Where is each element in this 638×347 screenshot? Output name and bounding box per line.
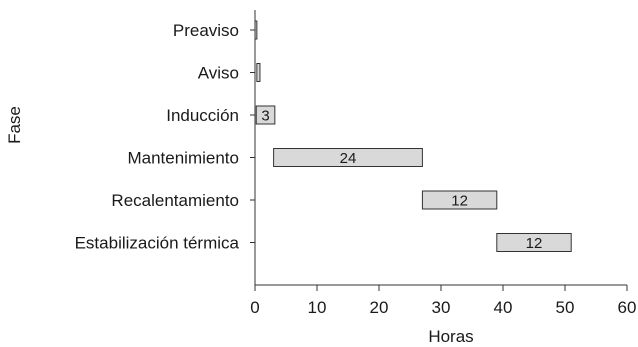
bar — [273, 148, 423, 167]
x-tick-label: 60 — [618, 298, 637, 317]
bar — [256, 63, 261, 82]
bar-value-label: 24 — [340, 150, 357, 167]
x-tick-label: 30 — [432, 298, 451, 317]
x-tick-label: 10 — [308, 298, 327, 317]
bar — [421, 190, 498, 210]
bars: 3 24 12 12 — [254, 20, 572, 252]
y-axis-title: Fase — [5, 106, 24, 144]
bar — [496, 233, 572, 252]
y-ticks — [250, 29, 255, 243]
bar-value-label: 12 — [451, 193, 468, 210]
bar-value-label: 3 — [261, 108, 269, 125]
bar-value-label: 12 — [526, 235, 543, 252]
category-label: Preaviso — [173, 21, 239, 40]
bar — [254, 20, 258, 40]
x-tick-label: 40 — [494, 298, 513, 317]
bar — [255, 105, 276, 125]
x-tick-label: 0 — [250, 298, 259, 317]
x-ticks: 0 10 20 30 40 50 60 — [250, 285, 636, 317]
category-label: Estabilización térmica — [75, 234, 240, 253]
category-label: Aviso — [198, 64, 239, 83]
x-tick-label: 20 — [370, 298, 389, 317]
category-label: Recalentamiento — [111, 191, 239, 210]
x-tick-label: 50 — [556, 298, 575, 317]
category-label: Mantenimiento — [127, 149, 239, 168]
x-axis-title: Horas — [428, 327, 473, 346]
category-label: Inducción — [166, 106, 239, 125]
category-labels: Preaviso Aviso Inducción Mantenimiento Recal… — [75, 21, 240, 253]
